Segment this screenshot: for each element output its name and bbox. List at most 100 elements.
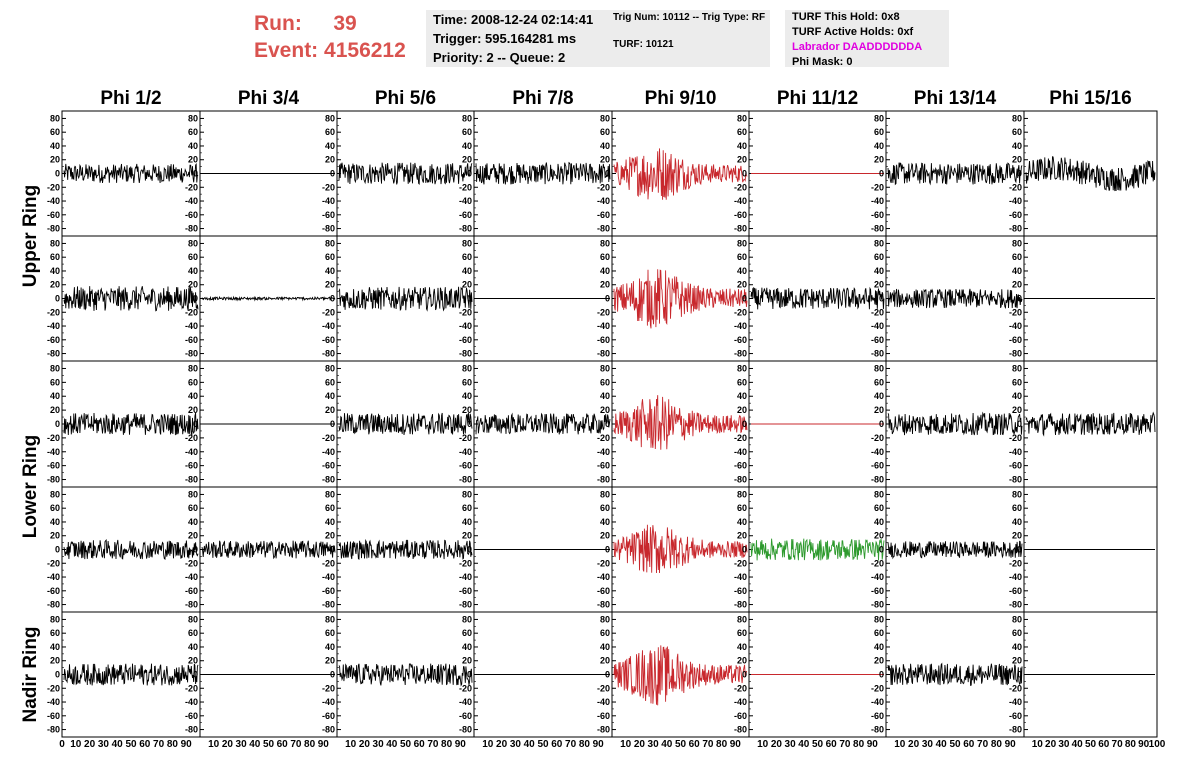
y-tick-label: -40 [597, 196, 610, 206]
y-tick-label: 0 [742, 670, 747, 680]
y-tick-label: 60 [600, 127, 610, 137]
y-tick-label: 0 [193, 294, 198, 304]
y-tick-label: -80 [322, 600, 335, 610]
y-tick-label: -60 [185, 210, 198, 220]
waveform-trace [750, 286, 885, 310]
run-event-header: Run: 39 Event: 4156212 [254, 10, 406, 64]
y-tick-label: -20 [459, 182, 472, 192]
x-tick-label: 80 [991, 739, 1003, 750]
waveform-trace [63, 538, 199, 561]
y-tick-label: -20 [734, 558, 747, 568]
y-tick-label: 80 [1012, 614, 1022, 624]
y-tick-label: -40 [322, 321, 335, 331]
waveform-trace [63, 412, 199, 437]
y-tick-label: 60 [325, 127, 335, 137]
y-tick-label: 80 [325, 614, 335, 624]
y-tick-label: 40 [600, 266, 610, 276]
y-tick-label: -60 [322, 711, 335, 721]
y-tick-label: -40 [597, 447, 610, 457]
y-tick-label: -20 [597, 433, 610, 443]
ring-label-3: Nadir Ring [20, 626, 41, 722]
y-tick-label: 60 [874, 628, 884, 638]
y-tick-label: -80 [459, 349, 472, 359]
y-tick-label: 60 [325, 252, 335, 262]
y-tick-label: 60 [874, 377, 884, 387]
y-tick-label: 20 [600, 405, 610, 415]
y-tick-label: -20 [734, 182, 747, 192]
y-tick-label: 0 [55, 419, 60, 429]
ring-label-2: Lower Ring [20, 435, 41, 538]
x-tick-label: 40 [386, 739, 398, 750]
y-tick-label: -20 [47, 558, 60, 568]
y-tick-label: 0 [605, 545, 610, 555]
y-tick-label: -80 [871, 725, 884, 735]
y-tick-label: -20 [597, 558, 610, 568]
y-tick-label: 0 [467, 419, 472, 429]
y-tick-label: -20 [871, 182, 884, 192]
y-tick-label: 40 [325, 391, 335, 401]
y-tick-label: -20 [185, 558, 198, 568]
y-tick-label: -40 [322, 196, 335, 206]
y-tick-label: 40 [188, 266, 198, 276]
y-tick-label: -80 [47, 725, 60, 735]
y-tick-label: 20 [50, 280, 60, 290]
y-tick-label: 20 [50, 656, 60, 666]
y-tick-label: 60 [325, 628, 335, 638]
x-tick-label: 20 [84, 739, 96, 750]
waveform-trace [63, 163, 199, 184]
y-tick-label: -60 [1009, 335, 1022, 345]
y-tick-label: -20 [47, 433, 60, 443]
y-tick-label: 80 [325, 113, 335, 123]
x-tick-label: 20 [908, 739, 920, 750]
x-tick-label: 20 [222, 739, 234, 750]
y-tick-label: 60 [874, 252, 884, 262]
x-tick-label: 60 [277, 739, 289, 750]
y-tick-label: 20 [188, 656, 198, 666]
y-tick-label: -20 [459, 433, 472, 443]
x-tick-label: 20 [359, 739, 371, 750]
x-tick-label: 10 [208, 739, 220, 750]
x-tick-label: 40 [936, 739, 948, 750]
y-tick-label: -20 [1009, 433, 1022, 443]
y-tick-label: -40 [459, 321, 472, 331]
y-tick-label: 20 [737, 155, 747, 165]
y-tick-label: 0 [330, 545, 335, 555]
y-tick-label: 60 [50, 127, 60, 137]
waveform-trace [201, 295, 336, 302]
y-tick-label: 40 [325, 642, 335, 652]
x-tick-label: 60 [139, 739, 151, 750]
y-tick-label: -60 [47, 586, 60, 596]
waveform-trace [338, 538, 473, 560]
y-tick-label: -80 [322, 475, 335, 485]
y-tick-label: 20 [462, 656, 472, 666]
x-tick-label: 90 [1005, 739, 1017, 750]
y-tick-label: -60 [734, 335, 747, 345]
y-tick-label: -20 [185, 683, 198, 693]
y-tick-label: -40 [185, 697, 198, 707]
y-tick-label: 40 [737, 141, 747, 151]
y-tick-label: -20 [459, 558, 472, 568]
y-tick-label: 80 [600, 489, 610, 499]
y-tick-label: -80 [597, 349, 610, 359]
waveform-trace [1025, 156, 1156, 192]
waveform-trace [613, 524, 748, 574]
x-tick-label: 90 [455, 739, 467, 750]
y-tick-label: 80 [188, 113, 198, 123]
y-tick-label: 20 [188, 280, 198, 290]
y-tick-label: -20 [597, 307, 610, 317]
y-tick-label: 20 [325, 405, 335, 415]
y-tick-label: 80 [50, 238, 60, 248]
x-tick-label: 40 [249, 739, 261, 750]
y-tick-label: -40 [459, 697, 472, 707]
y-tick-label: -80 [322, 349, 335, 359]
y-tick-label: 40 [874, 141, 884, 151]
x-tick-label: 90 [181, 739, 193, 750]
y-tick-label: -20 [871, 433, 884, 443]
y-tick-label: -80 [597, 475, 610, 485]
y-tick-label: 60 [188, 628, 198, 638]
x-tick-label: 80 [1125, 739, 1137, 750]
y-tick-label: -60 [47, 711, 60, 721]
y-tick-label: 80 [737, 238, 747, 248]
y-tick-label: 20 [50, 405, 60, 415]
y-tick-label: 60 [50, 628, 60, 638]
